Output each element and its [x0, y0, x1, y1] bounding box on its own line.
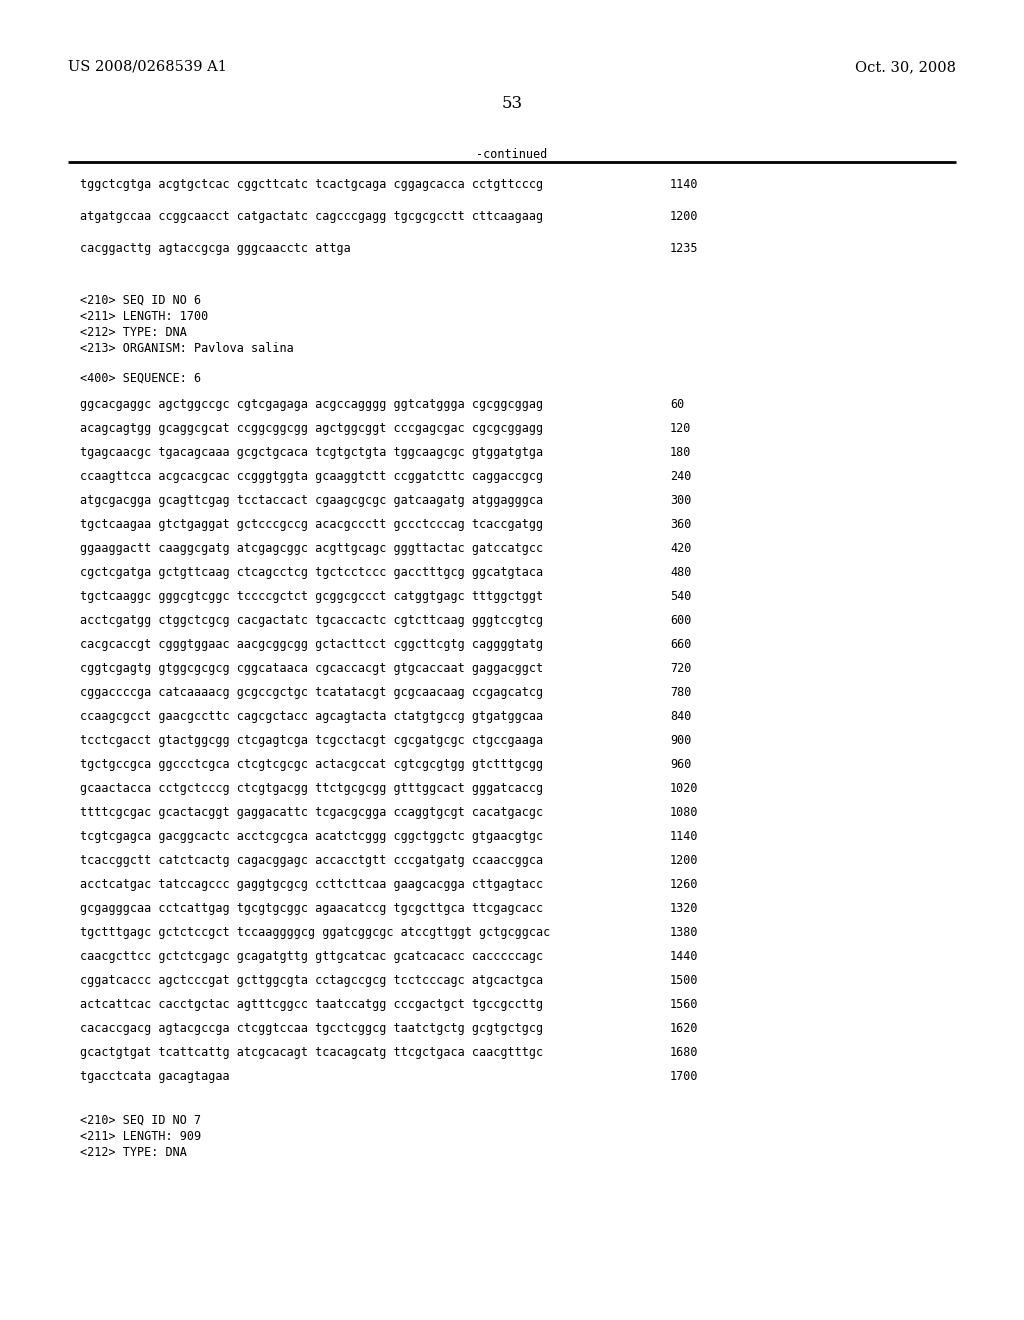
Text: 720: 720 [670, 663, 691, 675]
Text: 1380: 1380 [670, 927, 698, 939]
Text: 480: 480 [670, 566, 691, 579]
Text: cgctcgatga gctgttcaag ctcagcctcg tgctcctccc gacctttgcg ggcatgtaca: cgctcgatga gctgttcaag ctcagcctcg tgctcct… [80, 566, 543, 579]
Text: gcgagggcaa cctcattgag tgcgtgcggc agaacatccg tgcgcttgca ttcgagcacc: gcgagggcaa cctcattgag tgcgtgcggc agaacat… [80, 902, 543, 915]
Text: 960: 960 [670, 758, 691, 771]
Text: <211> LENGTH: 909: <211> LENGTH: 909 [80, 1130, 201, 1143]
Text: tcaccggctt catctcactg cagacggagc accacctgtt cccgatgatg ccaaccggca: tcaccggctt catctcactg cagacggagc accacct… [80, 854, 543, 867]
Text: acagcagtgg gcaggcgcat ccggcggcgg agctggcggt cccgagcgac cgcgcggagg: acagcagtgg gcaggcgcat ccggcggcgg agctggc… [80, 422, 543, 436]
Text: ggcacgaggc agctggccgc cgtcgagaga acgccagggg ggtcatggga cgcggcggag: ggcacgaggc agctggccgc cgtcgagaga acgccag… [80, 399, 543, 411]
Text: 240: 240 [670, 470, 691, 483]
Text: 1140: 1140 [670, 830, 698, 843]
Text: 300: 300 [670, 494, 691, 507]
Text: 600: 600 [670, 614, 691, 627]
Text: tgacctcata gacagtagaa: tgacctcata gacagtagaa [80, 1071, 229, 1082]
Text: 780: 780 [670, 686, 691, 700]
Text: cacaccgacg agtacgccga ctcggtccaa tgcctcggcg taatctgctg gcgtgctgcg: cacaccgacg agtacgccga ctcggtccaa tgcctcg… [80, 1022, 543, 1035]
Text: <212> TYPE: DNA: <212> TYPE: DNA [80, 1146, 186, 1159]
Text: 1020: 1020 [670, 781, 698, 795]
Text: ccaagttcca acgcacgcac ccgggtggta gcaaggtctt ccggatcttc caggaccgcg: ccaagttcca acgcacgcac ccgggtggta gcaaggt… [80, 470, 543, 483]
Text: tggctcgtga acgtgctcac cggcttcatc tcactgcaga cggagcacca cctgttcccg: tggctcgtga acgtgctcac cggcttcatc tcactgc… [80, 178, 543, 191]
Text: actcattcac cacctgctac agtttcggcc taatccatgg cccgactgct tgccgccttg: actcattcac cacctgctac agtttcggcc taatcca… [80, 998, 543, 1011]
Text: 53: 53 [502, 95, 522, 112]
Text: 1235: 1235 [670, 242, 698, 255]
Text: 60: 60 [670, 399, 684, 411]
Text: cacggacttg agtaccgcga gggcaacctc attga: cacggacttg agtaccgcga gggcaacctc attga [80, 242, 351, 255]
Text: caacgcttcc gctctcgagc gcagatgttg gttgcatcac gcatcacacc cacccccagc: caacgcttcc gctctcgagc gcagatgttg gttgcat… [80, 950, 543, 964]
Text: -continued: -continued [476, 148, 548, 161]
Text: 900: 900 [670, 734, 691, 747]
Text: ggaaggactt caaggcgatg atcgagcggc acgttgcagc gggttactac gatccatgcc: ggaaggactt caaggcgatg atcgagcggc acgttgc… [80, 543, 543, 554]
Text: 1200: 1200 [670, 210, 698, 223]
Text: tgctcaagaa gtctgaggat gctcccgccg acacgccctt gccctcccag tcaccgatgg: tgctcaagaa gtctgaggat gctcccgccg acacgcc… [80, 517, 543, 531]
Text: cacgcaccgt cgggtggaac aacgcggcgg gctacttcct cggcttcgtg caggggtatg: cacgcaccgt cgggtggaac aacgcggcgg gctactt… [80, 638, 543, 651]
Text: gcaactacca cctgctcccg ctcgtgacgg ttctgcgcgg gtttggcact gggatcaccg: gcaactacca cctgctcccg ctcgtgacgg ttctgcg… [80, 781, 543, 795]
Text: cggaccccga catcaaaacg gcgccgctgc tcatatacgt gcgcaacaag ccgagcatcg: cggaccccga catcaaaacg gcgccgctgc tcatata… [80, 686, 543, 700]
Text: 540: 540 [670, 590, 691, 603]
Text: Oct. 30, 2008: Oct. 30, 2008 [855, 59, 956, 74]
Text: tgctgccgca ggccctcgca ctcgtcgcgc actacgccat cgtcgcgtgg gtctttgcgg: tgctgccgca ggccctcgca ctcgtcgcgc actacgc… [80, 758, 543, 771]
Text: tgctcaaggc gggcgtcggc tccccgctct gcggcgccct catggtgagc tttggctggt: tgctcaaggc gggcgtcggc tccccgctct gcggcgc… [80, 590, 543, 603]
Text: 1320: 1320 [670, 902, 698, 915]
Text: <400> SEQUENCE: 6: <400> SEQUENCE: 6 [80, 372, 201, 385]
Text: 1440: 1440 [670, 950, 698, 964]
Text: <211> LENGTH: 1700: <211> LENGTH: 1700 [80, 310, 208, 323]
Text: cggtcgagtg gtggcgcgcg cggcataaca cgcaccacgt gtgcaccaat gaggacggct: cggtcgagtg gtggcgcgcg cggcataaca cgcacca… [80, 663, 543, 675]
Text: atgcgacgga gcagttcgag tcctaccact cgaagcgcgc gatcaagatg atggagggca: atgcgacgga gcagttcgag tcctaccact cgaagcg… [80, 494, 543, 507]
Text: 180: 180 [670, 446, 691, 459]
Text: 1500: 1500 [670, 974, 698, 987]
Text: ttttcgcgac gcactacggt gaggacattc tcgacgcgga ccaggtgcgt cacatgacgc: ttttcgcgac gcactacggt gaggacattc tcgacgc… [80, 807, 543, 818]
Text: 1620: 1620 [670, 1022, 698, 1035]
Text: 840: 840 [670, 710, 691, 723]
Text: tcgtcgagca gacggcactc acctcgcgca acatctcggg cggctggctc gtgaacgtgc: tcgtcgagca gacggcactc acctcgcgca acatctc… [80, 830, 543, 843]
Text: gcactgtgat tcattcattg atcgcacagt tcacagcatg ttcgctgaca caacgtttgc: gcactgtgat tcattcattg atcgcacagt tcacagc… [80, 1045, 543, 1059]
Text: tgagcaacgc tgacagcaaa gcgctgcaca tcgtgctgta tggcaagcgc gtggatgtga: tgagcaacgc tgacagcaaa gcgctgcaca tcgtgct… [80, 446, 543, 459]
Text: 360: 360 [670, 517, 691, 531]
Text: 420: 420 [670, 543, 691, 554]
Text: 1260: 1260 [670, 878, 698, 891]
Text: acctcgatgg ctggctcgcg cacgactatc tgcaccactc cgtcttcaag gggtccgtcg: acctcgatgg ctggctcgcg cacgactatc tgcacca… [80, 614, 543, 627]
Text: ccaagcgcct gaacgccttc cagcgctacc agcagtacta ctatgtgccg gtgatggcaa: ccaagcgcct gaacgccttc cagcgctacc agcagta… [80, 710, 543, 723]
Text: tcctcgacct gtactggcgg ctcgagtcga tcgcctacgt cgcgatgcgc ctgccgaaga: tcctcgacct gtactggcgg ctcgagtcga tcgccta… [80, 734, 543, 747]
Text: <210> SEQ ID NO 6: <210> SEQ ID NO 6 [80, 294, 201, 308]
Text: 1200: 1200 [670, 854, 698, 867]
Text: <210> SEQ ID NO 7: <210> SEQ ID NO 7 [80, 1114, 201, 1127]
Text: cggatcaccc agctcccgat gcttggcgta cctagccgcg tcctcccagc atgcactgca: cggatcaccc agctcccgat gcttggcgta cctagcc… [80, 974, 543, 987]
Text: 120: 120 [670, 422, 691, 436]
Text: 1560: 1560 [670, 998, 698, 1011]
Text: atgatgccaa ccggcaacct catgactatc cagcccgagg tgcgcgcctt cttcaagaag: atgatgccaa ccggcaacct catgactatc cagcccg… [80, 210, 543, 223]
Text: <212> TYPE: DNA: <212> TYPE: DNA [80, 326, 186, 339]
Text: US 2008/0268539 A1: US 2008/0268539 A1 [68, 59, 227, 74]
Text: 660: 660 [670, 638, 691, 651]
Text: 1680: 1680 [670, 1045, 698, 1059]
Text: acctcatgac tatccagccc gaggtgcgcg ccttcttcaa gaagcacgga cttgagtacc: acctcatgac tatccagccc gaggtgcgcg ccttctt… [80, 878, 543, 891]
Text: 1140: 1140 [670, 178, 698, 191]
Text: tgctttgagc gctctccgct tccaaggggcg ggatcggcgc atccgttggt gctgcggcac: tgctttgagc gctctccgct tccaaggggcg ggatcg… [80, 927, 550, 939]
Text: <213> ORGANISM: Pavlova salina: <213> ORGANISM: Pavlova salina [80, 342, 294, 355]
Text: 1080: 1080 [670, 807, 698, 818]
Text: 1700: 1700 [670, 1071, 698, 1082]
